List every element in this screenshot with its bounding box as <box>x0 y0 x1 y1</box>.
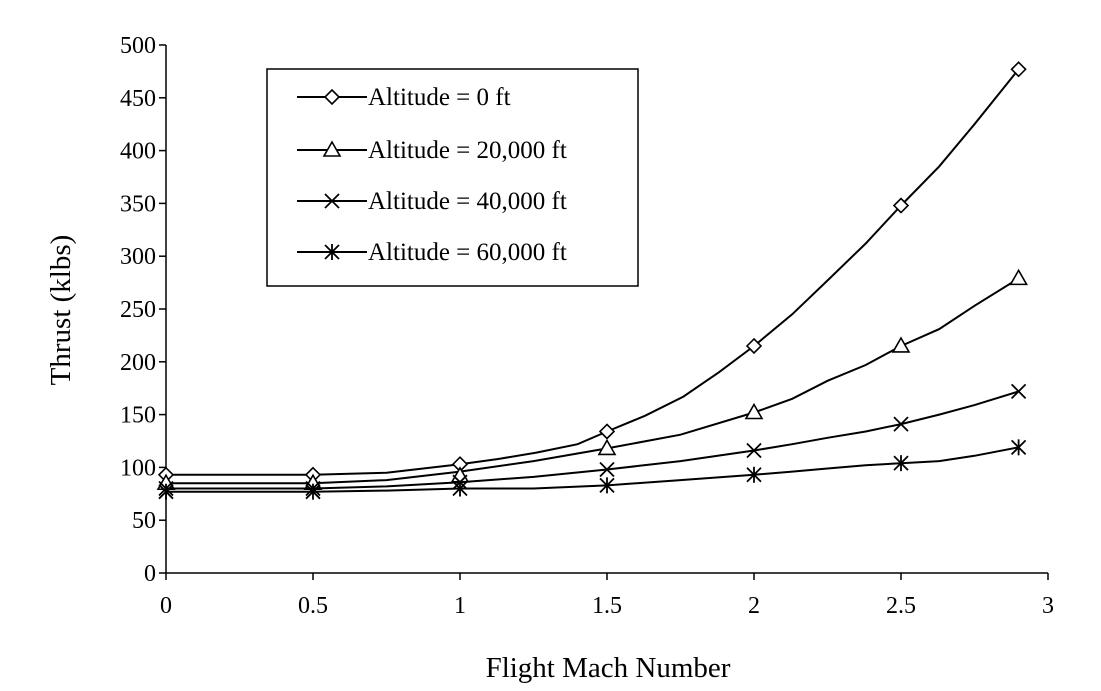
x-tick-label: 2 <box>748 593 760 619</box>
legend-marker <box>324 193 340 209</box>
data-point <box>1010 383 1027 400</box>
x-marker-stroke <box>599 461 615 478</box>
legend-marker <box>324 244 340 260</box>
y-tick-label: 0 <box>144 561 156 587</box>
y-tick-label: 250 <box>120 297 156 323</box>
series-line <box>166 390 1019 490</box>
series-4 <box>158 439 1027 500</box>
triangle-marker-shape <box>322 140 342 157</box>
data-point <box>892 197 910 214</box>
y-tick-label: 450 <box>120 86 156 112</box>
diamond-marker-shape <box>598 423 616 440</box>
legend-items: Altitude = 0 ft Altitude = 20,000 ft Altit… <box>297 84 567 266</box>
diamond-marker-shape <box>1010 61 1027 78</box>
diamond-marker-shape <box>745 337 763 355</box>
legend-item: Altitude = 0 ft <box>297 84 511 111</box>
series-3 <box>158 383 1027 497</box>
y-tick-label: 400 <box>120 139 156 165</box>
data-point <box>599 461 615 478</box>
series-group <box>156 61 1028 500</box>
x-marker-stroke <box>1010 383 1027 400</box>
triangle-marker-shape <box>1009 268 1028 286</box>
x-axis-title: Flight Mach Number <box>486 652 731 684</box>
y-axis-title: Thrust (klbs) <box>45 235 77 386</box>
y-tick-label: 100 <box>120 455 156 481</box>
x-marker-stroke <box>324 193 340 209</box>
y-tick-label: 500 <box>120 33 156 59</box>
x-marker-stroke <box>746 442 762 459</box>
diamond-marker-shape <box>323 88 341 106</box>
x-ticks: 0 0.5 1 1.5 2 2.5 3 <box>160 573 1054 619</box>
data-point <box>744 402 764 420</box>
diamond-marker-shape <box>892 197 910 214</box>
legend-label: Altitude = 0 ft <box>368 84 511 111</box>
series-line <box>166 277 1020 485</box>
x-marker-stroke <box>893 416 909 432</box>
data-point <box>598 423 616 440</box>
data-point <box>1009 268 1028 286</box>
x-tick-label: 2.5 <box>886 593 916 619</box>
series-line <box>166 68 1020 476</box>
series-2 <box>156 268 1028 491</box>
data-point <box>599 477 615 494</box>
data-point <box>745 337 763 355</box>
data-point <box>597 438 617 456</box>
legend-label: Altitude = 40,000 ft <box>368 188 567 215</box>
data-point <box>452 480 468 497</box>
legend-item: Altitude = 60,000 ft <box>297 239 567 266</box>
x-tick-label: 1.5 <box>592 593 622 619</box>
y-tick-label: 300 <box>120 244 156 270</box>
data-point <box>746 442 762 459</box>
legend-item: Altitude = 20,000 ft <box>297 137 567 164</box>
triangle-marker-shape <box>597 438 617 456</box>
data-point <box>746 466 762 483</box>
triangle-marker-shape <box>891 336 911 353</box>
x-tick-label: 3 <box>1042 593 1054 619</box>
data-point <box>893 455 909 472</box>
data-point <box>158 483 174 500</box>
series-1 <box>157 61 1027 483</box>
legend-item: Altitude = 40,000 ft <box>297 188 567 215</box>
data-point <box>891 336 911 353</box>
y-tick-label: 150 <box>120 403 156 429</box>
legend-label: Altitude = 20,000 ft <box>368 137 567 164</box>
triangle-marker-shape <box>744 402 764 420</box>
y-tick-label: 50 <box>132 508 156 534</box>
x-tick-label: 1 <box>454 593 466 619</box>
data-point <box>1010 439 1027 456</box>
data-point <box>893 416 909 432</box>
x-tick-label: 0.5 <box>298 593 328 619</box>
legend-label: Altitude = 60,000 ft <box>368 239 567 266</box>
data-point <box>1010 61 1027 78</box>
data-point <box>305 483 321 500</box>
legend-marker <box>323 88 341 106</box>
x-tick-label: 0 <box>160 593 172 619</box>
y-ticks: 0 50 100 150 200 250 300 350 400 450 500 <box>120 33 166 587</box>
legend-box <box>266 68 639 287</box>
series-line <box>166 446 1019 493</box>
legend: Altitude = 0 ft Altitude = 20,000 ft Altit… <box>266 68 639 287</box>
legend-marker <box>322 140 342 157</box>
y-tick-label: 200 <box>120 350 156 376</box>
y-tick-label: 350 <box>120 191 156 217</box>
